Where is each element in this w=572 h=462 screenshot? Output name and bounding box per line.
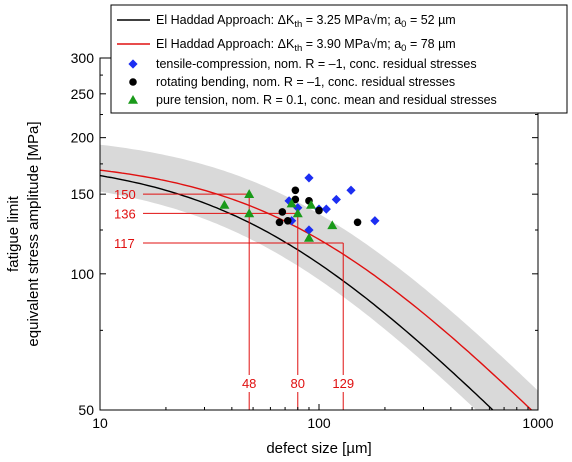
circle-point-2-4 bbox=[291, 186, 300, 195]
data-points bbox=[219, 173, 380, 242]
annotation-y-label-117: 117 bbox=[114, 236, 135, 251]
circle-point-2-3 bbox=[283, 216, 292, 225]
diamond-point-1-8 bbox=[287, 216, 297, 226]
annotations: 150 136 117 48 80 129 bbox=[114, 187, 354, 410]
y-axis-title: fatigue limit equivalent stress amplitud… bbox=[5, 121, 42, 346]
scatter-band-area bbox=[100, 144, 538, 410]
diamond-point-1-2 bbox=[346, 185, 356, 195]
annotation-x-label-129: 129 bbox=[332, 376, 354, 391]
legend: El Haddad Approach: ΔKth = 3.25 MPa√m; a… bbox=[110, 4, 568, 114]
diamond-point-1-10 bbox=[370, 216, 380, 226]
y-axis-title-line-1: fatigue limit bbox=[5, 195, 22, 272]
annotation-x-label-48: 48 bbox=[242, 376, 256, 391]
triangle-point-3-4 bbox=[286, 198, 297, 208]
legend-marker-triangle bbox=[128, 95, 138, 104]
legend-label-line-2: El Haddad Approach: ΔKth = 3.90 MPa√m; a… bbox=[156, 37, 456, 54]
el-haddad-curve-2 bbox=[100, 169, 533, 410]
y-tick-label-200: 200 bbox=[71, 130, 95, 146]
legend-label-diamond: tensile-compression, nom. R = –1, conc. … bbox=[156, 57, 477, 71]
x-axis-title: defect size [µm] bbox=[266, 440, 371, 457]
circle-point-2-1 bbox=[275, 218, 284, 227]
annotation-y-label-136: 136 bbox=[114, 206, 136, 221]
circle-point-2-5 bbox=[291, 195, 300, 204]
legend-label-triangle: pure tension, nom. R = 0.1, conc. mean a… bbox=[156, 93, 497, 107]
diamond-point-1-4 bbox=[321, 204, 331, 214]
triangle-point-3-6 bbox=[303, 233, 314, 242]
triangle-point-3-7 bbox=[306, 199, 317, 209]
legend-label-circle: rotating bending, nom. R = –1, conc. res… bbox=[156, 75, 455, 89]
axis-ticks: 10 100 1000 50 100 150 200 250 300 bbox=[71, 50, 554, 431]
triangle-point-3-2 bbox=[244, 189, 255, 198]
y-tick-label-300: 300 bbox=[71, 50, 95, 66]
y-tick-label-150: 150 bbox=[71, 186, 95, 202]
diamond-point-1-3 bbox=[331, 194, 341, 205]
circle-point-2-2 bbox=[278, 208, 287, 216]
curves bbox=[100, 169, 533, 410]
annotation-y-label-150: 150 bbox=[114, 187, 136, 202]
y-tick-label-50: 50 bbox=[78, 402, 94, 418]
x-tick-label-100: 100 bbox=[307, 415, 331, 431]
x-tick-label-1000: 1000 bbox=[522, 415, 553, 431]
triangle-point-3-1 bbox=[219, 199, 230, 209]
annotation-x-label-80: 80 bbox=[291, 376, 305, 391]
triangle-point-3-3 bbox=[244, 208, 255, 218]
legend-marker-diamond bbox=[128, 59, 138, 69]
el-haddad-curve-1 bbox=[100, 174, 494, 410]
circle-point-2-8 bbox=[353, 218, 362, 227]
triangle-point-3-8 bbox=[327, 220, 338, 230]
diamond-point-1-1 bbox=[304, 173, 314, 183]
diamond-point-1-6 bbox=[293, 203, 303, 213]
x-tick-label-10: 10 bbox=[92, 415, 108, 431]
legend-box bbox=[110, 4, 568, 114]
legend-label-line-1: El Haddad Approach: ΔKth = 3.25 MPa√m; a… bbox=[156, 13, 456, 30]
y-tick-label-100: 100 bbox=[71, 266, 95, 282]
y-axis-title-line-2: equivalent stress amplitude [MPa] bbox=[25, 121, 42, 346]
triangle-point-3-5 bbox=[292, 208, 303, 218]
legend-marker-circle bbox=[129, 78, 137, 86]
diamond-point-1-7 bbox=[304, 225, 314, 235]
scatter-band bbox=[100, 144, 538, 410]
y-tick-label-250: 250 bbox=[71, 86, 95, 102]
circle-point-2-7 bbox=[315, 206, 323, 215]
